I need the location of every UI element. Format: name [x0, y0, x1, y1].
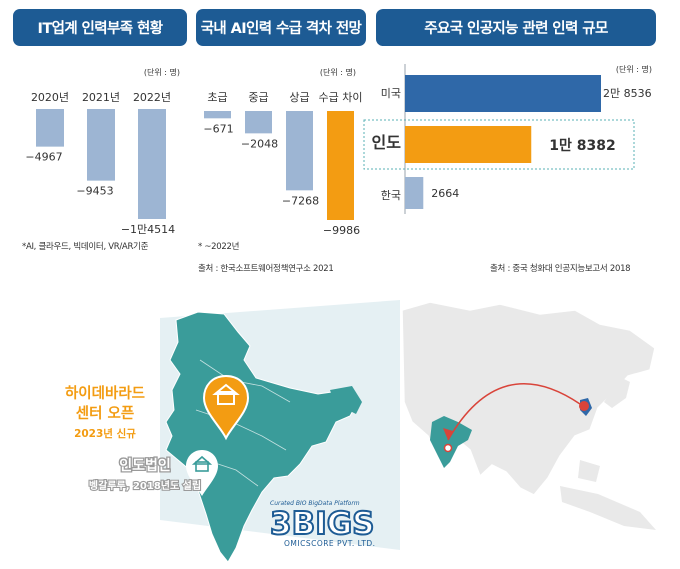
- asia-islands: [560, 486, 656, 530]
- header-ai-workforce: 주요국 인공지능 관련 인력 규모: [376, 9, 656, 46]
- hyderabad-pin: [202, 374, 250, 441]
- chart1-bar: [138, 109, 166, 219]
- chart1-bar: [87, 109, 115, 181]
- charts-area: (단위 : 명) 2020년 −4967 2021년 −9453 2022년 −1만4514…: [25, 64, 652, 237]
- asia-india: [430, 416, 472, 468]
- chart3-bar: [405, 177, 424, 209]
- chart1-unit-label: (단위 : 명): [144, 67, 180, 77]
- chart2-bar: [327, 111, 354, 220]
- chart2-value-label: −7268: [282, 194, 319, 207]
- chart1-value-label: −4967: [25, 151, 62, 164]
- header-it-shortage: IT업계 인력부족 현황: [13, 9, 187, 46]
- chart1-category-label: 2020년: [31, 91, 69, 104]
- chart2-value-label: −9986: [323, 224, 360, 237]
- korea-marker: [579, 401, 589, 411]
- header-ai-gap: 국내 AI인력 수급 격차 전망: [196, 9, 366, 46]
- india-northeast: [330, 386, 362, 414]
- india-map: [165, 311, 359, 563]
- chart3-bar: [405, 75, 601, 112]
- flight-arc: [447, 382, 581, 441]
- logo-sub: OMICSCORE PVT. LTD.: [284, 539, 376, 548]
- chart2-unit-label: (단위 : 명): [320, 67, 356, 77]
- asia-map: [401, 301, 656, 530]
- chart2-bar: [245, 111, 272, 134]
- corp-title: 인도법인: [119, 457, 171, 474]
- hyderabad-subtitle: 2023년 신규: [74, 427, 136, 440]
- chart1-value-label: −9453: [76, 185, 113, 198]
- chart3-source: 출처 : 중국 청화대 인공지능보고서 2018: [490, 264, 631, 274]
- chart3-category-label: 미국: [381, 87, 401, 100]
- chart2-category-label: 초급: [207, 91, 227, 104]
- chart2-footnote: * ~2022년: [198, 242, 240, 252]
- chart3-category-label: 인도: [372, 133, 402, 152]
- arrow-head: [443, 428, 453, 440]
- chart1-category-label: 2022년: [133, 91, 171, 104]
- chart3-value-label: 1만 8382: [549, 138, 615, 154]
- chart3-value-label: 2만 8536: [603, 87, 652, 100]
- chart2-bar: [286, 111, 313, 191]
- bengaluru-pin: [186, 450, 218, 496]
- hyderabad-title-1: 하이데바라드: [65, 385, 145, 402]
- asia-borneo: [578, 460, 600, 482]
- chart2-category-label: 중급: [248, 91, 268, 104]
- chart2-source: 출처 : 한국소프트웨어정책연구소 2021: [198, 264, 334, 274]
- chart2-value-label: −671: [203, 122, 233, 135]
- india-marker: [443, 443, 453, 453]
- chart1-value-label: −1만4514: [121, 223, 175, 236]
- logo-tagline: Curated BIO BigData Platform: [270, 500, 360, 507]
- corp-subtitle: 벵갈루루, 2018년도 설립: [89, 479, 201, 492]
- asia-japan: [604, 376, 630, 408]
- chart1-footnote: *AI, 클라우드, 빅데이터, VR/AR기준: [22, 242, 149, 252]
- chart3-bar: [405, 126, 532, 163]
- logo-main: 3BIGS: [270, 506, 375, 542]
- hyderabad-title-2: 센터 오픈: [76, 405, 134, 422]
- maps-area: 하이데바라드 센터 오픈 2023년 신규 인도법인 벵갈루루, 2018년도 …: [65, 300, 656, 563]
- chart2-category-label: 수급 차이: [319, 91, 363, 104]
- chart1-category-label: 2021년: [82, 91, 120, 104]
- chart3-value-label: 2664: [431, 187, 459, 200]
- chart1-bar: [36, 109, 64, 147]
- chart3-unit-label: (단위 : 명): [616, 64, 652, 74]
- chart3-highlight-box: [363, 119, 635, 170]
- chart2-category-label: 상급: [289, 91, 309, 104]
- chart2-bar: [204, 111, 231, 119]
- chart2-value-label: −2048: [241, 137, 278, 150]
- chart3-category-label: 한국: [381, 189, 401, 202]
